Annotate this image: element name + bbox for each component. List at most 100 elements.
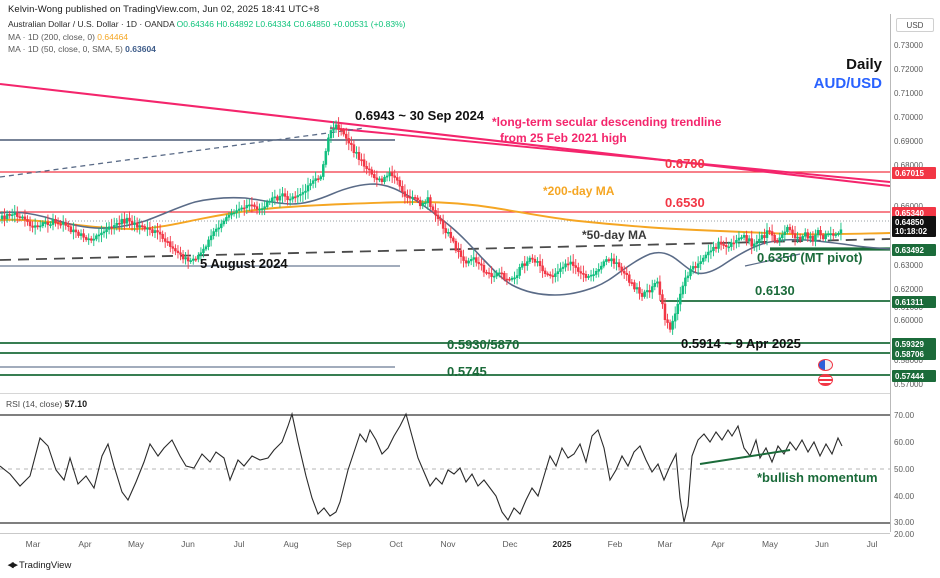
candle-body: [564, 263, 567, 268]
candle-body: [253, 204, 256, 207]
candle-body: [401, 185, 404, 192]
price-axis[interactable]: USD 0.73000 0.72000 0.71000 0.70000 0.69000 0…: [891, 14, 940, 539]
date-5-august-2024[interactable]: 5 August 2024: [200, 256, 288, 271]
candle-body: [306, 185, 310, 192]
price-pill[interactable]: 0.58706: [892, 348, 936, 360]
candle-body: [689, 269, 692, 277]
candle-body: [727, 246, 730, 249]
candle-body: [260, 208, 264, 211]
candle-body: [28, 221, 32, 227]
candle-body: [796, 236, 799, 239]
candle-body: [773, 235, 776, 241]
candle-body: [791, 229, 794, 234]
candle-body: [676, 303, 679, 315]
rsi-pane[interactable]: [0, 396, 890, 532]
candle-body: [765, 230, 769, 238]
candle-body: [477, 262, 481, 265]
swing-high-label[interactable]: 0.6943 ~ 30 Sep 2024: [355, 108, 485, 123]
candle-body: [712, 246, 715, 252]
level-0-6700[interactable]: 0.6700: [665, 156, 705, 171]
candle-body: [243, 207, 246, 210]
price-pill[interactable]: 0.61311: [892, 296, 936, 308]
candle-body: [561, 266, 565, 269]
swing-low-label[interactable]: 0.5914 ~ 9 Apr 2025: [681, 336, 801, 351]
axis-separator: [890, 14, 891, 532]
ma200-label[interactable]: MA · 1D (200, close, 0): [8, 31, 95, 42]
candle-body: [679, 293, 682, 305]
au-flag-event-marker[interactable]: [818, 359, 833, 371]
time-tick: 2025: [552, 539, 572, 549]
candle-body: [587, 275, 590, 278]
price-tick: 0.71000: [894, 89, 923, 98]
candle-body: [656, 281, 659, 284]
price-pill[interactable]: 10:18:02: [892, 225, 936, 237]
us-flag-event-marker[interactable]: [818, 374, 833, 386]
price-pill[interactable]: 0.67015: [892, 167, 936, 179]
rsi-tick: 70.00: [894, 411, 915, 420]
symbol-title[interactable]: Australian Dollar / U.S. Dollar · 1D · O…: [8, 19, 175, 29]
candle-body: [311, 180, 315, 184]
candle-body: [355, 151, 358, 154]
price-pill[interactable]: 0.63492: [892, 244, 936, 256]
trendline-note-line2[interactable]: from 25 Feb 2021 high: [500, 131, 627, 145]
candle-body: [543, 270, 547, 274]
level-0-6130[interactable]: 0.6130: [755, 283, 795, 298]
legend-ma50-row: MA · 1D (50, close, 0, SMA, 5) 0.63604: [8, 43, 405, 56]
candle-body: [472, 257, 475, 260]
time-tick: Jul: [233, 539, 245, 549]
level-0-6350-mt-pivot[interactable]: 0.6350 (MT pivot): [757, 250, 863, 265]
ma50-label[interactable]: MA · 1D (50, close, 0, SMA, 5): [8, 44, 123, 54]
candle-body: [82, 233, 85, 238]
candle-body: [651, 286, 654, 293]
candle-body: [811, 235, 815, 242]
candle-body: [273, 196, 277, 199]
candle-body: [594, 271, 598, 275]
ma200-note[interactable]: *200-day MA: [543, 184, 615, 198]
candle-body: [663, 303, 667, 320]
candle-body: [574, 265, 577, 268]
candle-body: [615, 262, 618, 265]
candle-body: [5, 214, 9, 220]
rsi-canvas: [0, 411, 890, 524]
level-0-6530[interactable]: 0.6530: [665, 195, 705, 210]
candle-body: [0, 215, 4, 220]
price-chart-pane[interactable]: [0, 14, 890, 394]
level-0-5745[interactable]: 0.5745: [447, 364, 487, 379]
candle-body: [707, 251, 710, 256]
candle-body: [814, 234, 817, 242]
level-0-5930-5870[interactable]: 0.5930/5870: [447, 337, 520, 352]
bullish-momentum-note[interactable]: *bullish momentum: [757, 470, 878, 485]
tradingview-logo-icon: ◂▸: [8, 559, 18, 571]
candle-body: [605, 259, 608, 262]
ma50-note[interactable]: *50-day MA: [582, 228, 647, 242]
candle-body: [10, 214, 14, 217]
candle-body: [426, 197, 430, 203]
candle-body: [186, 257, 190, 262]
price-pill[interactable]: 0.57444: [892, 370, 936, 382]
candle-body: [370, 169, 373, 175]
rsi-tick: 60.00: [894, 438, 915, 447]
candle-body: [600, 265, 603, 270]
descending-trendline-secondary: [329, 127, 890, 183]
candle-body: [768, 230, 771, 233]
candle-body: [510, 277, 514, 280]
rsi-line: [0, 411, 843, 523]
candle-body: [36, 225, 39, 228]
trendline-note-line1[interactable]: *long-term secular descending trendline: [492, 115, 722, 129]
candle-body: [482, 264, 486, 273]
candle-body: [316, 178, 320, 181]
candle-body: [793, 233, 797, 239]
candle-body: [556, 271, 560, 274]
price-pill[interactable]: 0.59329: [892, 338, 936, 350]
candle-body: [661, 294, 664, 305]
candle-body: [237, 208, 241, 211]
candle-body: [607, 259, 611, 262]
candle-body: [658, 281, 662, 295]
candle-body: [719, 241, 723, 245]
candle-body: [447, 231, 450, 234]
time-tick: May: [127, 539, 145, 549]
candle-body: [709, 250, 713, 253]
rsi-legend-label[interactable]: RSI (14, close): [6, 399, 63, 409]
candle-body: [490, 273, 493, 277]
time-axis[interactable]: Mar Apr May Jun Jul Aug Sep Oct Nov Dec 2025 Feb Mar…: [0, 533, 890, 555]
